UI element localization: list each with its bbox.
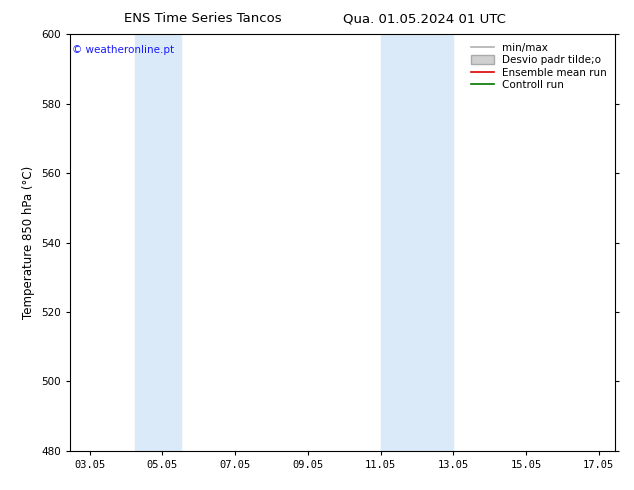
Legend: min/max, Desvio padr tilde;o, Ensemble mean run, Controll run: min/max, Desvio padr tilde;o, Ensemble m…	[467, 40, 610, 94]
Text: ENS Time Series Tancos: ENS Time Series Tancos	[124, 12, 281, 25]
Bar	[380, 34, 453, 451]
Y-axis label: Temperature 850 hPa (°C): Temperature 850 hPa (°C)	[22, 166, 36, 319]
Text: © weatheronline.pt: © weatheronline.pt	[72, 45, 174, 55]
Text: Qua. 01.05.2024 01 UTC: Qua. 01.05.2024 01 UTC	[344, 12, 506, 25]
Bar	[135, 34, 181, 451]
